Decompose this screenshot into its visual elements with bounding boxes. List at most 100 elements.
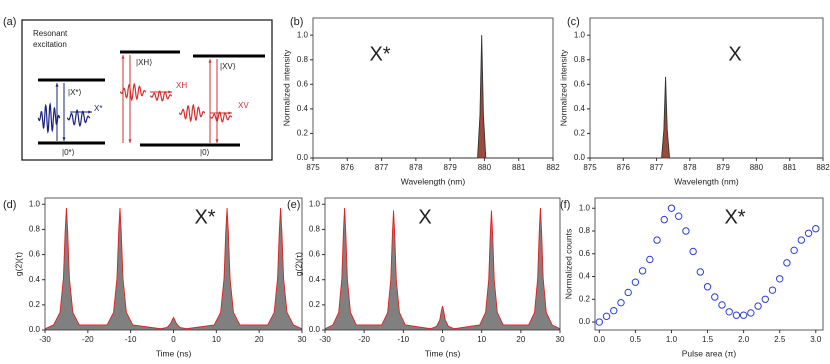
data-point <box>776 275 784 283</box>
annotation: X* <box>369 43 390 65</box>
x-tick-label: 0.0 <box>594 335 606 344</box>
data-point <box>667 204 676 212</box>
data-point <box>674 212 683 220</box>
wave <box>37 102 61 134</box>
plot-frame <box>44 197 303 331</box>
x-tick-label: 878 <box>409 163 423 172</box>
data-point <box>703 283 712 291</box>
plot-frame <box>589 17 824 159</box>
data-point <box>732 311 741 319</box>
y-tick-label: 0.0 <box>29 325 41 334</box>
panel-label: (d) <box>3 199 16 211</box>
x-tick-label: 877 <box>650 163 664 172</box>
arrow-head <box>215 139 219 143</box>
y-tick-label: 1.0 <box>297 30 309 39</box>
panel-label: (a) <box>3 16 16 28</box>
data-point <box>682 227 690 235</box>
arrow-head <box>228 111 232 115</box>
y-tick-label: 0.4 <box>297 104 309 113</box>
data-point <box>739 311 748 319</box>
decoration <box>37 55 233 143</box>
x-tick-label: 875 <box>306 163 320 172</box>
data-point <box>725 308 733 316</box>
wave <box>66 109 91 127</box>
data-point <box>689 247 697 256</box>
x-axis-label: Wavelength (nm) <box>401 176 466 186</box>
y-tick-label: 0.8 <box>574 55 586 64</box>
x-tick-label: 30 <box>556 335 565 344</box>
data-line <box>590 76 823 159</box>
y-tick-label: 0.6 <box>297 79 309 88</box>
wave <box>149 90 173 102</box>
y-tick-label: 0.8 <box>579 226 591 235</box>
data-point <box>797 236 806 244</box>
y-tick-label: 1.0 <box>29 199 41 208</box>
y-tick-label: 0.0 <box>579 317 591 326</box>
diagram: (a) Resonant excitation |X*⟩ |0*⟩ |XH⟩ |… <box>3 16 273 161</box>
annotation: X <box>728 43 741 65</box>
x-tick-label: 876 <box>341 163 355 172</box>
x-tick-label: 881 <box>783 163 797 172</box>
x-tick-label: -30 <box>319 335 331 344</box>
arrow-head <box>128 139 132 143</box>
arrow-head <box>55 83 59 87</box>
y-tick-label: 0.4 <box>309 275 321 284</box>
y-tick-label: 0.8 <box>29 225 41 234</box>
data-point <box>638 267 647 275</box>
data-point <box>646 255 654 264</box>
data-point <box>696 268 705 276</box>
panel-label: (e) <box>287 199 300 211</box>
area-fill <box>325 208 560 330</box>
x-tick-label: 0.5 <box>630 335 642 344</box>
x-tick-label: -10 <box>125 335 137 344</box>
arrow-head <box>121 55 125 59</box>
wave <box>119 82 147 102</box>
x-tick-label: 1.0 <box>666 335 678 344</box>
x-axis-label: Wavelength (nm) <box>674 176 739 186</box>
y-tick-label: 0.8 <box>297 55 309 64</box>
data-point <box>718 301 726 309</box>
y-tick-label: 0.6 <box>579 249 591 258</box>
y-tick-label: 0.8 <box>309 225 321 234</box>
plot-frame <box>594 197 824 331</box>
x-tick-label: 879 <box>443 163 457 172</box>
plot-frame <box>312 17 554 159</box>
y-tick-label: 0.6 <box>29 250 41 259</box>
arrow-head <box>168 90 172 94</box>
area-fill <box>45 208 302 330</box>
arrow-head <box>62 137 66 141</box>
x-tick-label: 10 <box>212 335 221 344</box>
photon-label: XV <box>238 101 249 110</box>
x-tick-label: 876 <box>617 163 631 172</box>
x-tick-label: 20 <box>255 335 264 344</box>
y-axis-label: g(2)(τ) <box>293 252 303 276</box>
level-label: |0⟩ <box>200 148 210 157</box>
y-axis-label: Normalized intensity <box>558 49 568 126</box>
x-axis-label: Pulse area (π) <box>682 348 737 358</box>
y-tick-label: 0.0 <box>309 325 321 334</box>
data-point <box>624 288 632 297</box>
data-point <box>761 295 769 303</box>
x-tick-label: 1.5 <box>702 335 714 344</box>
y-tick-label: 0.2 <box>574 129 586 138</box>
y-tick-label: 0.0 <box>574 153 586 162</box>
diagram-title: Resonant <box>33 29 68 38</box>
data-point <box>768 286 777 294</box>
x-tick-label: 3.0 <box>810 335 822 344</box>
y-tick-label: 0.6 <box>309 250 321 259</box>
data-point <box>747 309 755 317</box>
data-line <box>44 208 303 330</box>
y-axis-label: Normalized intensity <box>281 49 291 126</box>
x-tick-label: 878 <box>683 163 697 172</box>
x-tick-label: 882 <box>546 163 560 172</box>
data-point <box>602 312 611 321</box>
data-point <box>812 225 820 233</box>
x-tick-label: 20 <box>516 335 525 344</box>
y-tick-label: 0.2 <box>29 300 41 309</box>
photon-label: X* <box>94 104 102 113</box>
data-point <box>653 236 661 244</box>
level-label: |X*⟩ <box>68 88 82 97</box>
x-tick-label: 0 <box>171 335 176 344</box>
data-point <box>804 229 813 237</box>
data-point <box>617 298 625 307</box>
